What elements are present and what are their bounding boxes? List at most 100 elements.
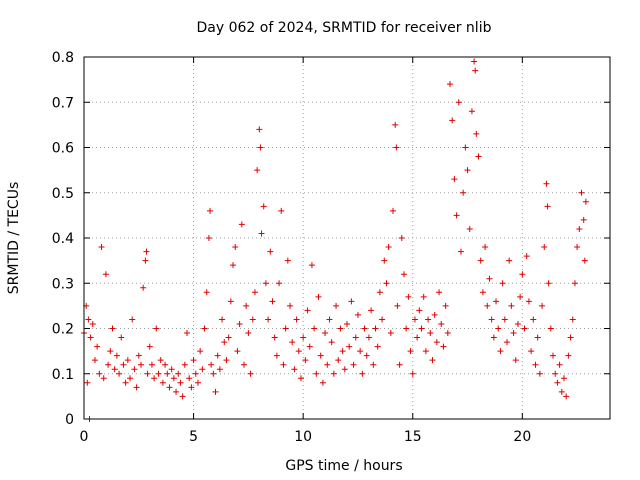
data-point xyxy=(232,244,239,251)
data-point xyxy=(425,316,432,323)
data-point xyxy=(313,370,320,377)
data-point xyxy=(168,366,175,373)
data-point xyxy=(444,330,451,337)
data-point xyxy=(265,316,272,323)
data-point xyxy=(350,361,357,368)
data-point xyxy=(493,298,500,305)
data-point xyxy=(302,357,309,364)
data-point xyxy=(393,144,400,151)
data-point xyxy=(521,325,528,332)
data-point xyxy=(262,280,269,287)
data-point xyxy=(541,244,548,251)
data-point xyxy=(199,366,206,373)
data-point xyxy=(269,298,276,305)
data-point xyxy=(295,348,302,355)
data-point xyxy=(471,58,478,65)
data-point xyxy=(208,361,215,368)
data-point xyxy=(580,216,587,223)
data-point xyxy=(157,357,164,364)
data-point xyxy=(280,361,287,368)
data-point xyxy=(223,357,230,364)
data-point xyxy=(462,144,469,151)
data-point xyxy=(122,379,129,386)
data-point xyxy=(488,316,495,323)
data-point xyxy=(315,293,322,300)
data-point xyxy=(396,361,403,368)
data-point xyxy=(341,366,348,373)
data-point xyxy=(278,207,285,214)
data-point xyxy=(131,366,138,373)
data-point xyxy=(411,316,418,323)
data-point xyxy=(311,325,318,332)
data-point xyxy=(576,225,583,232)
data-point xyxy=(558,388,565,395)
data-point xyxy=(510,330,517,337)
grid-lines xyxy=(84,57,610,419)
data-point xyxy=(420,293,427,300)
data-point xyxy=(84,379,91,386)
data-point xyxy=(339,348,346,355)
data-point xyxy=(240,361,247,368)
data-point xyxy=(464,167,471,174)
data-point xyxy=(254,167,261,174)
data-point xyxy=(409,370,416,377)
data-point xyxy=(120,361,127,368)
data-point xyxy=(155,370,162,377)
data-point xyxy=(344,320,350,327)
data-point xyxy=(98,244,105,251)
y-tick-label: 0.8 xyxy=(52,50,74,66)
data-point xyxy=(140,284,147,291)
data-point xyxy=(479,289,486,296)
data-point xyxy=(536,370,543,377)
data-point xyxy=(116,370,123,377)
y-tick-label: 0.1 xyxy=(52,367,74,383)
data-point xyxy=(243,302,250,309)
data-point xyxy=(374,343,381,350)
data-point xyxy=(357,348,364,355)
data-point xyxy=(482,244,489,251)
data-point xyxy=(514,320,521,327)
data-point xyxy=(96,370,103,377)
data-point xyxy=(392,121,399,128)
data-point xyxy=(528,348,535,355)
data-point xyxy=(556,361,563,368)
axis-ticks: 0 0.1 0.2 0.3 0.4 0.5 0.6 0.7 0.8 0 5 10 15 20 xyxy=(52,50,610,445)
data-point xyxy=(293,316,300,323)
data-point xyxy=(207,207,214,214)
data-point xyxy=(398,235,405,241)
data-point xyxy=(212,388,219,395)
data-point xyxy=(552,370,559,377)
data-point xyxy=(486,275,493,282)
data-point xyxy=(581,257,588,264)
data-point xyxy=(227,298,234,305)
data-point xyxy=(574,244,581,251)
data-point xyxy=(210,370,217,377)
data-point xyxy=(346,343,353,350)
data-point xyxy=(359,370,366,377)
data-points xyxy=(81,58,589,422)
data-point xyxy=(335,357,342,364)
data-point xyxy=(365,334,372,341)
x-tick-label: 10 xyxy=(294,429,312,445)
data-point xyxy=(284,257,291,264)
data-point xyxy=(473,130,480,137)
data-point xyxy=(159,379,166,386)
data-point xyxy=(447,81,454,88)
data-point xyxy=(322,330,329,337)
data-point xyxy=(508,302,515,309)
data-point xyxy=(308,262,315,269)
data-point xyxy=(379,316,386,323)
data-point xyxy=(306,343,313,350)
y-tick-label: 0.6 xyxy=(52,141,74,157)
data-point xyxy=(181,361,188,368)
data-point xyxy=(390,207,397,214)
data-point xyxy=(162,361,169,368)
data-point xyxy=(484,302,491,309)
data-point xyxy=(205,235,212,241)
data-point xyxy=(383,280,390,287)
data-point xyxy=(135,352,142,359)
data-point xyxy=(495,325,502,332)
data-point xyxy=(436,289,443,296)
data-point xyxy=(129,316,136,323)
data-point xyxy=(499,280,506,287)
